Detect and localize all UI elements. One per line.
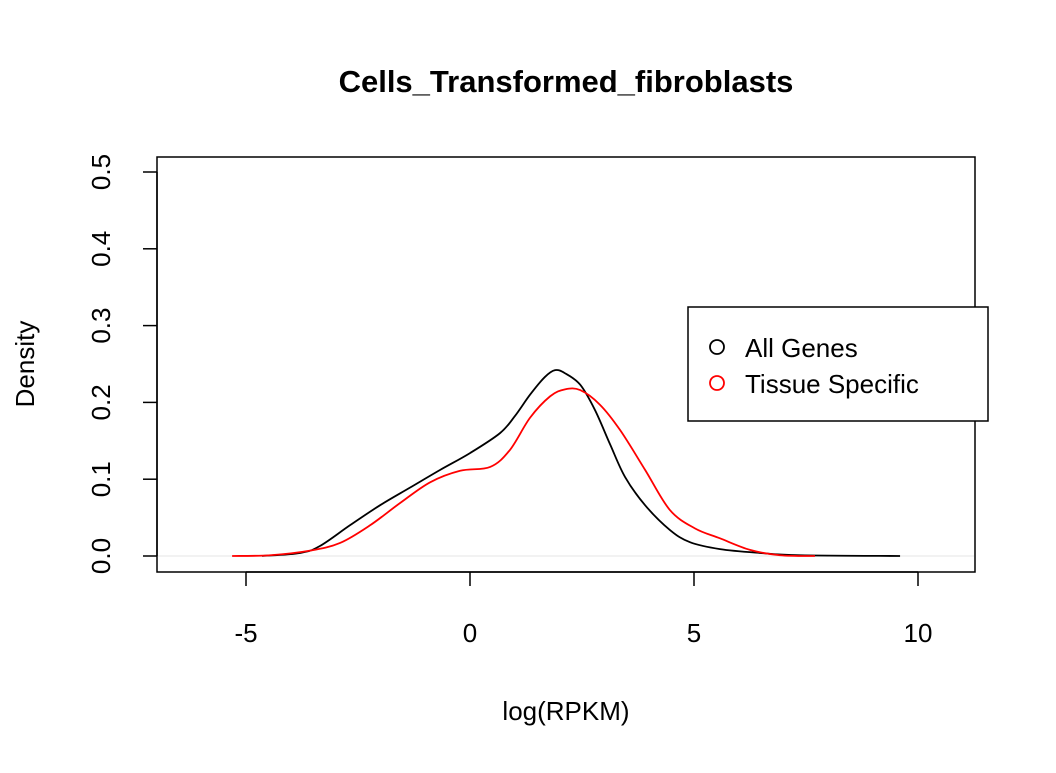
y-tick-label: 0.3 [86,308,116,344]
legend: All Genes Tissue Specific [687,306,989,422]
legend-box [687,306,989,422]
x-tick-label: 10 [904,618,933,648]
y-tick-label: 0.5 [86,154,116,190]
series-lines [232,369,901,557]
y-axis-label: Density [10,321,40,408]
legend-label-all-genes: All Genes [745,333,858,363]
y-tick-label: 0.1 [86,461,116,497]
x-axis-label: log(RPKM) [502,696,629,726]
x-axis: -5 0 5 10 [234,571,933,648]
x-tick-label: 0 [463,618,477,648]
y-tick-label: 0.4 [86,231,116,267]
y-axis: 0.0 0.1 0.2 0.3 0.4 0.5 [86,154,158,574]
series-line-tissue-specific [232,387,815,557]
y-tick-label: 0.0 [86,538,116,574]
x-tick-label: 5 [687,618,701,648]
chart-title: Cells_Transformed_fibroblasts [339,64,794,99]
series-line-all-genes [262,369,901,557]
legend-marker-all-genes [709,339,725,355]
x-tick-label: -5 [234,618,257,648]
legend-label-tissue-specific: Tissue Specific [745,369,919,399]
y-tick-label: 0.2 [86,384,116,420]
legend-marker-tissue-specific [709,375,725,391]
